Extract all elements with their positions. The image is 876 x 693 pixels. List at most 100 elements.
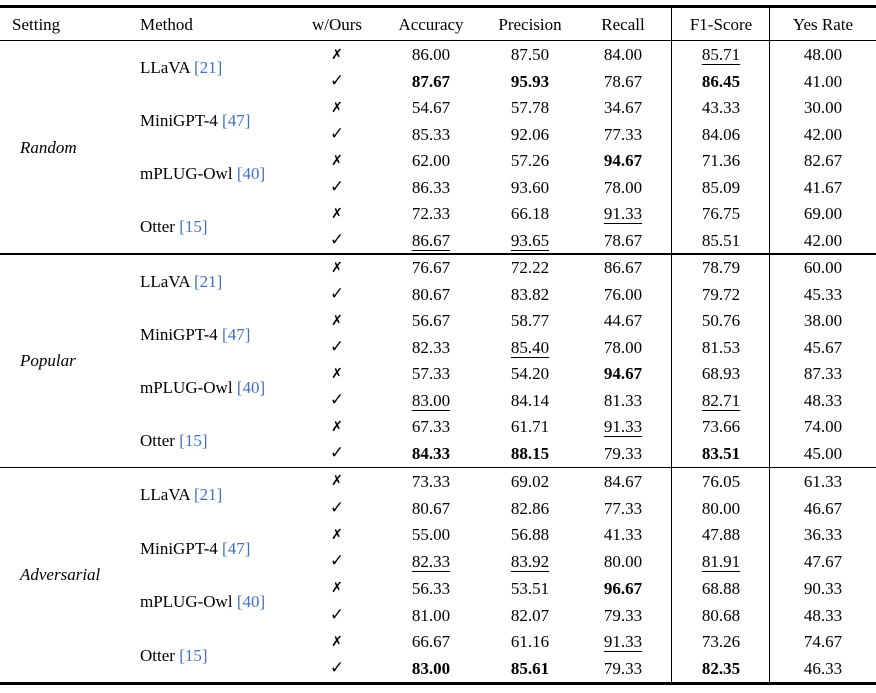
method-name: LLaVA [140,485,194,505]
metric-value: 86.45 [701,71,741,91]
with-ours-mark: ✓ [329,123,345,144]
header-setting: Setting [12,14,61,34]
method-name: MiniGPT-4 [140,111,223,131]
metric-value: 50.76 [701,311,741,331]
citation-link[interactable]: [21] [194,58,223,78]
metric-value: 34.67 [603,98,643,118]
metric-value: 86.00 [411,45,451,65]
metric-value: 85.09 [701,177,741,197]
metric-value: 73.66 [701,417,741,437]
metric-value: 74.67 [803,632,843,652]
metric-value: 80.00 [603,552,643,572]
metric-value: 78.00 [603,337,643,357]
method-name: MiniGPT-4 [140,324,223,344]
header-w-ours: w/Ours [311,14,363,34]
section-random: Random LLaVA [21] ✗ 86.00 87.50 84.00 85.71 48.… [0,41,876,253]
metric-value: 95.93 [510,71,550,91]
metric-value: 93.60 [510,177,550,197]
with-ours-mark: ✓ [329,336,345,357]
metric-value: 82.33 [411,552,451,572]
method-name: mPLUG-Owl [140,164,237,184]
metric-value: 72.33 [411,204,451,224]
metric-value: 73.26 [701,632,741,652]
citation-link[interactable]: [47] [222,324,251,344]
metric-value: 66.18 [510,204,550,224]
citation-link[interactable]: [40] [236,592,266,612]
metric-value: 41.33 [603,525,643,545]
header-recall: Recall [601,14,645,34]
metric-value: 38.00 [803,311,843,331]
without-ours-mark: ✗ [331,152,343,169]
header-yes-rate: Yes Rate [792,14,854,34]
metric-value: 94.67 [603,364,643,384]
metric-value: 94.67 [603,151,643,171]
metric-value: 48.33 [803,390,843,410]
metric-value: 36.33 [803,525,843,545]
metric-value: 83.00 [411,390,451,410]
metric-value: 56.67 [411,311,451,331]
metric-value: 79.33 [603,443,643,463]
metric-value: 54.67 [411,98,451,118]
method-label: MiniGPT-4 [47] [128,521,298,575]
without-ours-mark: ✗ [331,473,343,490]
metric-value: 79.72 [701,284,741,304]
metric-value: 73.33 [411,471,451,491]
metric-value: 69.00 [803,204,843,224]
metric-value: 87.67 [411,71,451,91]
metric-value: 69.02 [510,471,550,491]
metric-value: 76.67 [411,258,451,278]
with-ours-mark: ✓ [329,229,345,250]
method-label: Otter [15] [128,200,298,253]
metric-value: 76.00 [603,284,643,304]
metric-value: 78.67 [603,230,643,250]
metric-value: 91.33 [603,417,643,437]
metric-value: 79.33 [603,659,643,679]
header-method: Method [140,14,193,34]
citation-link[interactable]: [21] [194,485,223,505]
metric-value: 66.67 [411,632,451,652]
section-divider [0,466,876,468]
metric-value: 57.78 [510,98,550,118]
metric-value: 81.91 [701,552,741,572]
metric-value: 45.33 [803,284,843,304]
metric-value: 79.33 [603,605,643,625]
metric-value: 76.75 [701,204,741,224]
method-label: LLaVA [21] [128,255,298,308]
metric-value: 77.33 [603,498,643,518]
metric-value: 91.33 [603,632,643,652]
without-ours-mark: ✗ [331,259,343,276]
with-ours-mark: ✓ [329,658,345,679]
metric-value: 72.22 [510,258,550,278]
metric-value: 30.00 [803,98,843,118]
metric-value: 45.00 [803,443,843,463]
metric-value: 81.00 [411,605,451,625]
without-ours-mark: ✗ [331,46,343,63]
metric-value: 56.88 [510,525,550,545]
metric-value: 77.33 [603,124,643,144]
metric-value: 84.14 [510,390,550,410]
metric-value: 54.20 [510,364,550,384]
citation-link[interactable]: [47] [222,111,251,131]
citation-link[interactable]: [47] [222,538,251,558]
with-ours-mark: ✓ [329,283,345,304]
section-adversarial: Adversarial LLaVA [21] ✗ 73.33 69.02 84.67 76.… [0,468,876,682]
metric-value: 88.15 [510,443,550,463]
citation-link[interactable]: [40] [236,164,266,184]
table-body: Random LLaVA [21] ✗ 86.00 87.50 84.00 85.71 48.… [0,41,876,682]
metric-value: 68.88 [701,578,741,598]
metric-value: 80.67 [411,498,451,518]
metric-value: 86.33 [411,177,451,197]
citation-link[interactable]: [40] [236,377,266,397]
metric-value: 83.00 [411,659,451,679]
citation-link[interactable]: [15] [179,217,208,237]
with-ours-mark: ✓ [329,389,345,410]
citation-link[interactable]: [21] [194,271,223,291]
metric-value: 84.06 [701,124,741,144]
without-ours-mark: ✗ [331,99,343,116]
metric-value: 46.33 [803,659,843,679]
citation-link[interactable]: [15] [179,645,208,665]
citation-link[interactable]: [15] [179,430,208,450]
metric-value: 85.40 [510,337,550,357]
method-label: LLaVA [21] [128,468,298,522]
metric-value: 82.86 [510,498,550,518]
